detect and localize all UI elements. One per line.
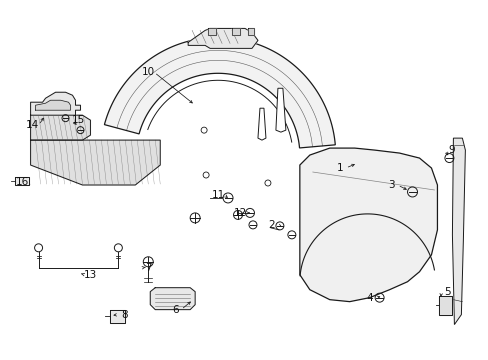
Polygon shape	[232, 28, 240, 35]
Polygon shape	[258, 108, 265, 140]
Polygon shape	[31, 92, 81, 115]
Polygon shape	[31, 115, 90, 140]
Text: 7: 7	[144, 263, 151, 273]
Text: 3: 3	[387, 180, 394, 190]
Text: 9: 9	[447, 145, 454, 155]
Text: 11: 11	[211, 190, 224, 200]
Text: 1: 1	[336, 163, 343, 173]
Text: 6: 6	[172, 305, 178, 315]
Polygon shape	[36, 100, 70, 110]
Text: 8: 8	[121, 310, 127, 320]
Text: 4: 4	[366, 293, 372, 303]
Polygon shape	[208, 28, 216, 35]
Polygon shape	[15, 177, 29, 185]
Text: 13: 13	[83, 270, 97, 280]
Text: 14: 14	[26, 120, 39, 130]
Polygon shape	[247, 28, 253, 35]
Text: 15: 15	[72, 115, 85, 125]
Text: 2: 2	[268, 220, 275, 230]
Polygon shape	[275, 88, 285, 132]
Polygon shape	[188, 28, 258, 48]
Polygon shape	[31, 140, 160, 185]
Text: 12: 12	[233, 208, 246, 218]
Text: 5: 5	[443, 287, 450, 297]
Text: 16: 16	[16, 177, 29, 187]
Text: 10: 10	[142, 67, 155, 77]
Polygon shape	[439, 296, 451, 315]
Polygon shape	[150, 288, 195, 310]
Polygon shape	[104, 37, 335, 148]
Polygon shape	[451, 138, 465, 325]
Polygon shape	[110, 310, 125, 323]
Polygon shape	[299, 148, 437, 302]
